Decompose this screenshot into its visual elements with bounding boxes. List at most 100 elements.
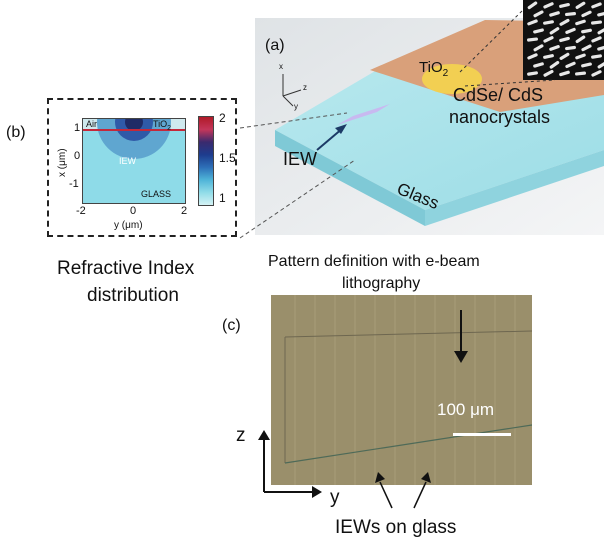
nanorod — [565, 12, 576, 17]
iew-waveguide — [337, 104, 390, 125]
nanorod — [591, 70, 602, 77]
nanorod — [549, 60, 560, 69]
nanorod — [533, 44, 544, 52]
micrograph-features — [284, 295, 532, 485]
nanorod — [559, 70, 570, 77]
y-axis-label: x (μm) — [57, 148, 68, 177]
colorbar — [198, 116, 214, 206]
nanorod — [543, 69, 554, 77]
index-map-plot: Air TiO2 IEW GLASS — [82, 118, 186, 204]
nanorod — [597, 27, 604, 35]
panel-c-axis-z: z — [236, 425, 246, 446]
axis-y-line — [282, 95, 294, 107]
nanorod — [581, 44, 592, 52]
map-tio2-label: TiO2 — [153, 120, 171, 132]
iew-pointer-left — [379, 481, 393, 509]
map-glass-label: GLASS — [141, 189, 172, 199]
ytick-1: 1 — [74, 122, 81, 134]
panel-b-label: (b) — [6, 124, 26, 141]
nanorod — [565, 61, 576, 69]
nanorod — [591, 54, 602, 59]
panel-b-caption-line2: distribution — [87, 285, 179, 306]
colorbar-tick-1: 1 — [219, 191, 226, 205]
nanorod — [581, 28, 592, 34]
panel-a: (a) x z y TiO2 CdSe/ CdS nanocrystals IE… — [255, 0, 604, 235]
panel-b-box — [47, 98, 237, 237]
nanorod — [549, 11, 560, 17]
nanorod — [559, 18, 570, 26]
x-axis-label: y (μm) — [114, 220, 143, 231]
tio2-label: TiO2 — [419, 60, 448, 79]
nanocrystals-label-line1: CdSe/ CdS — [453, 85, 544, 105]
nanorod — [543, 20, 554, 25]
nanorod — [527, 53, 538, 60]
map-iew-label: IEW — [119, 156, 136, 166]
nanorod — [575, 71, 586, 76]
nanorod — [575, 19, 586, 26]
axis-z-arrowhead — [258, 430, 270, 440]
xtick-2: 2 — [181, 205, 188, 217]
axis-z-label: z — [303, 83, 307, 92]
ytick-minus1: -1 — [69, 178, 79, 190]
nanorod — [543, 54, 554, 59]
micrograph: 100 μm — [271, 295, 532, 485]
chip-3d-drawing — [255, 0, 604, 235]
iew-core — [125, 119, 143, 131]
nanorod — [527, 19, 538, 26]
axis-y-arrowhead — [312, 486, 322, 498]
nanorod — [527, 37, 538, 42]
nanorod — [559, 52, 570, 60]
panel-c-title-line1: Pattern definition with e-beam — [268, 253, 480, 270]
iew-arrow — [316, 127, 344, 151]
xtick-minus2: -2 — [76, 205, 86, 217]
iew-label: IEW — [283, 149, 317, 169]
nanorod — [543, 2, 554, 9]
nanorod — [591, 36, 602, 43]
nanorod — [591, 20, 602, 25]
map-tio2-text: TiO — [153, 119, 168, 129]
nanorod — [527, 1, 538, 10]
pattern-edge-top — [284, 330, 532, 338]
colorbar-tick-2: 2 — [219, 111, 226, 125]
nanorod — [575, 1, 586, 9]
nanorod — [597, 45, 604, 51]
inset-leader-top — [459, 9, 524, 73]
nanorod — [559, 36, 570, 43]
nanorod-pattern — [527, 1, 604, 77]
nanocrystals-label-line2: nanocrystals — [449, 107, 551, 127]
nanorod — [565, 45, 576, 51]
nanorod — [581, 62, 592, 68]
nanorod — [575, 53, 586, 60]
waveguide-stripes — [294, 295, 516, 485]
nanorod — [549, 27, 560, 35]
nanorod — [559, 3, 570, 8]
nanorod — [533, 62, 544, 68]
nanorod — [527, 71, 538, 76]
xtick-0: 0 — [130, 205, 137, 217]
glass-slab-front — [425, 150, 604, 226]
map-tio2-subscript: 2 — [167, 124, 172, 132]
air-label: Air — [86, 119, 97, 129]
nanorod — [597, 61, 604, 69]
nanorod — [565, 27, 576, 34]
scale-bar-label: 100 μm — [437, 400, 495, 419]
panel-c-axis-y: y — [330, 487, 340, 508]
nanorod — [575, 35, 586, 44]
panel-c-title-line2: lithography — [342, 275, 421, 292]
tio2-subscript: 2 — [442, 68, 449, 79]
axis-y-label: y — [294, 102, 298, 111]
axis-z-line — [282, 89, 302, 97]
tio2-text: TiO — [419, 59, 443, 76]
nanorod — [549, 45, 560, 51]
colorbar-tick-1-5: 1.5 — [219, 151, 236, 165]
nanorod — [581, 10, 592, 18]
lithography-arrowhead — [454, 351, 468, 363]
nanorod — [533, 10, 544, 18]
axis-x-label: x — [279, 62, 283, 71]
tio2-line-overlay — [83, 129, 185, 131]
panel-c-caption: IEWs on glass — [335, 517, 457, 538]
iew-pointer-right — [413, 481, 427, 509]
panel-c-label: (c) — [222, 317, 241, 334]
nanorod — [591, 2, 602, 9]
nanorod — [597, 11, 604, 17]
